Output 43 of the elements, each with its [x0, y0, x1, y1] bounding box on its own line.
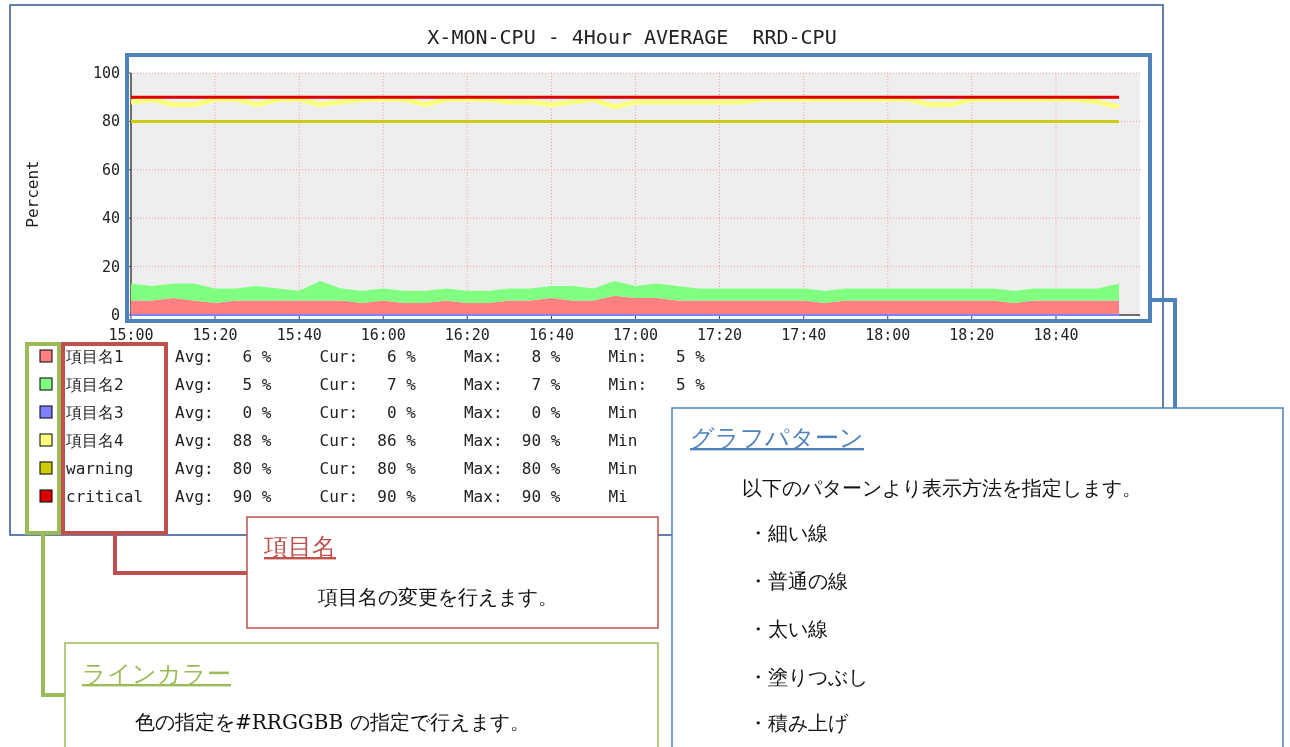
- legend-label: 項目名2: [65, 375, 124, 394]
- y-axis-title: Percent: [23, 160, 42, 228]
- text: Avg: 90 % Cur: 90 % Max: 90 % Mi: [175, 487, 628, 506]
- text: Avg: 88 % Cur: 86 % Max: 90 % Min: [175, 431, 638, 450]
- text: 色の指定を#RRGGBB の指定で行えます。: [135, 710, 530, 734]
- y-tick-label: 20: [101, 257, 120, 276]
- text: Avg: 80 % Cur: 80 % Max: 80 % Min: [175, 459, 638, 478]
- x-tick-label: 16:20: [444, 326, 490, 344]
- text: グラフパターン: [690, 424, 864, 452]
- text: ・普通の線: [748, 569, 848, 593]
- x-tick-label: 15:40: [276, 326, 322, 344]
- text: ・細い線: [748, 521, 828, 545]
- y-tick-label: 0: [110, 306, 120, 324]
- chart-title: X-MON-CPU - 4Hour AVERAGE RRD-CPU: [427, 25, 837, 49]
- text: 項目名: [263, 533, 336, 561]
- text: Avg: 6 % Cur: 6 % Max: 8 % Min: 5 %: [175, 347, 706, 366]
- x-tick-label: 18:00: [865, 326, 911, 344]
- legend-label: warning: [66, 459, 134, 478]
- x-tick-label: 15:00: [108, 326, 154, 344]
- text: ラインカラー: [82, 660, 231, 688]
- y-tick-label: 100: [92, 64, 120, 82]
- x-tick-label: 15:20: [192, 326, 238, 344]
- legend-label: 項目名3: [65, 403, 124, 422]
- text: ・太い線: [748, 617, 828, 641]
- text: ・積み上げ: [748, 711, 849, 735]
- text: 以下のパターンより表示方法を指定します。: [742, 476, 1142, 500]
- x-tick-label: 16:40: [528, 326, 575, 344]
- text: Avg: 5 % Cur: 7 % Max: 7 % Min: 5 %: [175, 375, 706, 394]
- legend-label: critical: [66, 487, 144, 506]
- text: Avg: 0 % Cur: 0 % Max: 0 % Min: [175, 403, 638, 422]
- x-tick-label: 18:40: [1033, 326, 1079, 344]
- y-tick-label: 80: [101, 112, 120, 131]
- x-tick-label: 17:40: [781, 326, 827, 344]
- text: ・塗りつぶし: [748, 665, 868, 689]
- x-tick-label: 18:20: [949, 326, 995, 344]
- x-tick-label: 16:00: [360, 326, 406, 344]
- legend-label: 項目名1: [65, 347, 124, 366]
- text: 項目名の変更を行えます。: [317, 585, 558, 609]
- y-tick-label: 60: [101, 160, 120, 179]
- legend-label: 項目名4: [65, 431, 124, 450]
- y-tick-label: 40: [101, 209, 120, 228]
- x-tick-label: 17:20: [696, 326, 743, 344]
- x-tick-label: 17:00: [612, 326, 659, 344]
